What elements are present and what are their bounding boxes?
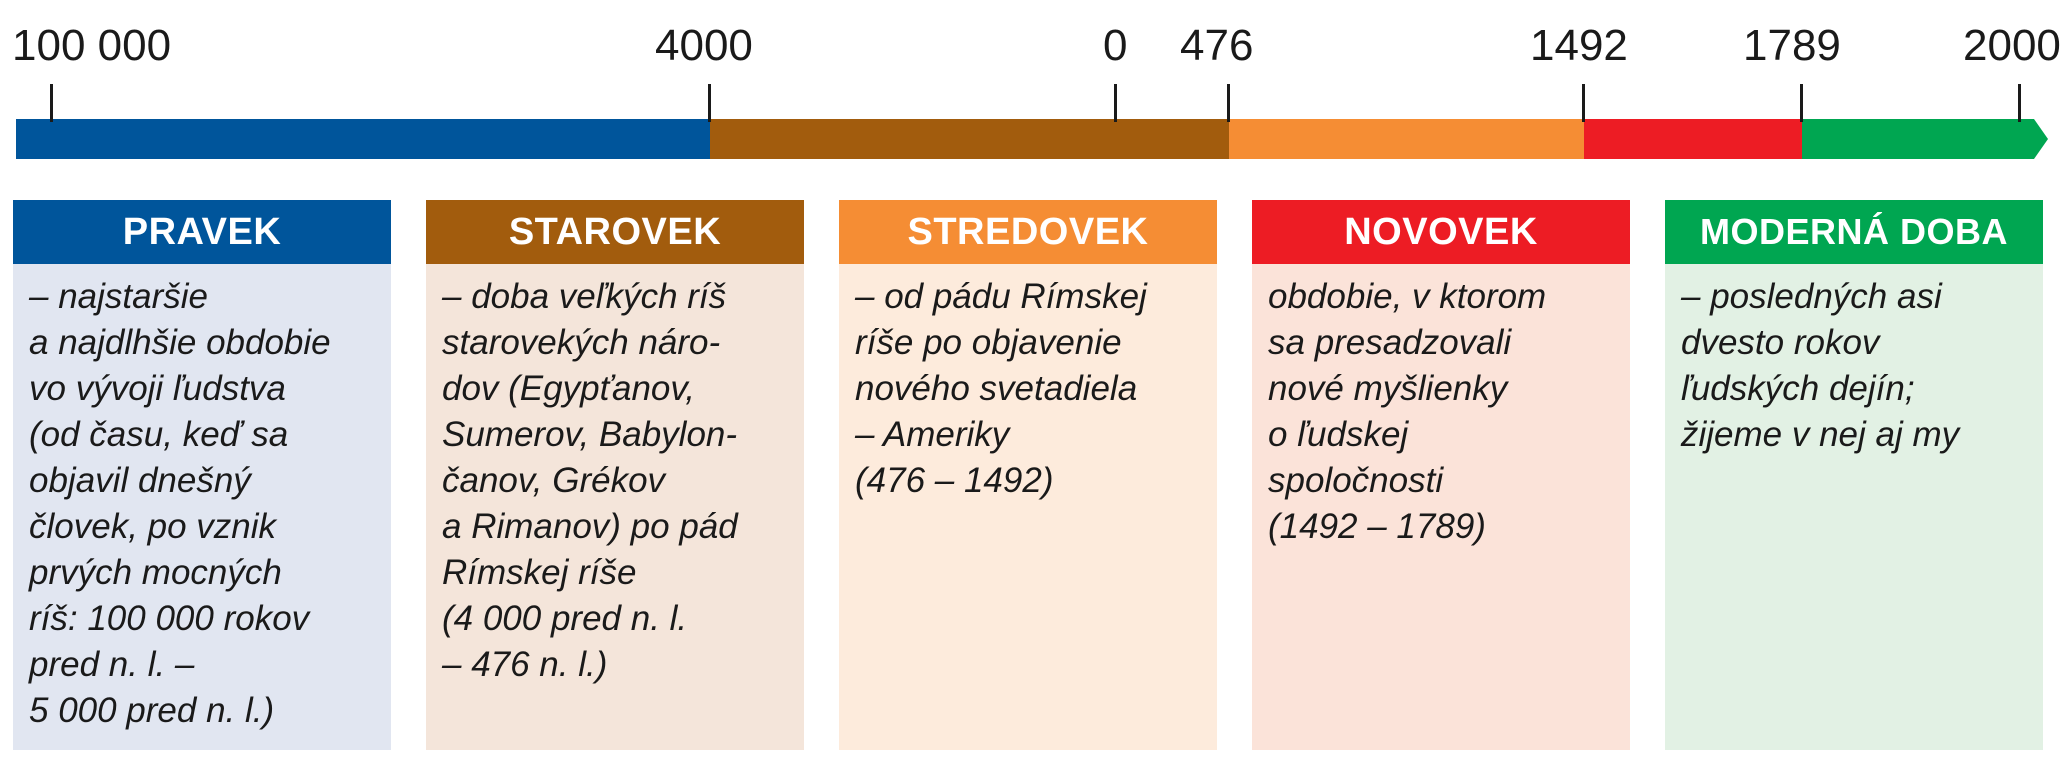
period-box-novovek: NOVOVEK obdobie, v ktorom sa presadzovali… bbox=[1252, 200, 1630, 750]
description-line: nové myšlienky bbox=[1268, 369, 1508, 408]
tick-label-4000: 4000 bbox=[655, 21, 753, 70]
description-line: obdobie, v ktorom bbox=[1268, 277, 1547, 316]
description-line: spoločnosti bbox=[1268, 461, 1444, 500]
description-line: prvých mocných bbox=[29, 553, 282, 592]
description-line: žijeme v nej aj my bbox=[1681, 415, 1960, 454]
description-line: dov (Egypťanov, bbox=[442, 369, 695, 408]
period-box-moderna-doba: MODERNÁ DOBA – posledných asi dvesto roko… bbox=[1665, 200, 2043, 750]
description-line: Sumerov, Babylon- bbox=[442, 415, 738, 454]
tick-label-2000: 2000 bbox=[1963, 21, 2061, 70]
period-title: STAROVEK bbox=[426, 200, 804, 264]
description-line: – 476 n. l.) bbox=[442, 645, 608, 684]
tick-mark-100000 bbox=[50, 84, 53, 122]
timeline-segment-novovek bbox=[1584, 119, 1802, 159]
description-line: (476 – 1492) bbox=[855, 461, 1054, 500]
tick-label-1492: 1492 bbox=[1530, 21, 1628, 70]
description-line: – doba veľkých ríš bbox=[442, 277, 727, 316]
period-box-starovek: STAROVEK – doba veľkých ríš starovekých n… bbox=[426, 200, 804, 750]
tick-mark-1492 bbox=[1582, 84, 1585, 122]
description-line: čanov, Grékov bbox=[442, 461, 666, 500]
description-line: pred n. l. – bbox=[29, 645, 195, 684]
description-line: o ľudskej bbox=[1268, 415, 1409, 454]
description-line: človek, po vznik bbox=[29, 507, 277, 546]
tick-mark-476 bbox=[1227, 84, 1230, 122]
timeline-arrowhead bbox=[2034, 119, 2048, 159]
description-line: objavil dnešný bbox=[29, 461, 251, 500]
tick-mark-0 bbox=[1114, 84, 1117, 122]
tick-mark-4000 bbox=[708, 84, 711, 122]
period-description: – najstaršie a najdlhšie obdobie vo vývoji… bbox=[13, 264, 391, 750]
tick-label-100000: 100 000 bbox=[12, 21, 172, 70]
tick-label-476: 476 bbox=[1180, 21, 1254, 70]
description-line: 5 000 pred n. l.) bbox=[29, 691, 275, 730]
tick-label-0: 0 bbox=[1103, 21, 1128, 70]
period-title: PRAVEK bbox=[13, 200, 391, 264]
period-box-pravek: PRAVEK – najstaršie a najdlhšie obdobie vo… bbox=[13, 200, 391, 750]
period-description: obdobie, v ktorom sa presadzovali nové myš… bbox=[1252, 264, 1630, 750]
period-title: MODERNÁ DOBA bbox=[1665, 200, 2043, 264]
period-description: – posledných asi dvesto rokov ľudských dej… bbox=[1665, 264, 2043, 750]
timeline-segment-starovek bbox=[710, 119, 1229, 159]
description-line: – najstaršie bbox=[29, 277, 208, 316]
description-line: – od pádu Rímskej bbox=[855, 277, 1147, 316]
description-line: – Ameriky bbox=[855, 415, 1010, 454]
period-description: – od pádu Rímskej ríše po objavenie nového… bbox=[839, 264, 1217, 750]
description-line: a najdlhšie obdobie bbox=[29, 323, 331, 362]
description-line: ríš: 100 000 rokov bbox=[29, 599, 310, 638]
tick-mark-1789 bbox=[1800, 84, 1803, 122]
description-line: sa presadzovali bbox=[1268, 323, 1512, 362]
description-line: (1492 – 1789) bbox=[1268, 507, 1486, 546]
timeline-segment-stredovek bbox=[1229, 119, 1584, 159]
description-line: a Rimanov) po pád bbox=[442, 507, 738, 546]
timeline-segment-moderna-doba bbox=[1802, 119, 2034, 159]
tick-mark-2000 bbox=[2018, 84, 2021, 122]
period-box-stredovek: STREDOVEK – od pádu Rímskej ríše po objav… bbox=[839, 200, 1217, 750]
tick-label-1789: 1789 bbox=[1743, 21, 1841, 70]
period-title: STREDOVEK bbox=[839, 200, 1217, 264]
description-line: ríše po objavenie bbox=[855, 323, 1122, 362]
timeline-segment-pravek bbox=[16, 119, 710, 159]
description-line: – posledných asi bbox=[1681, 277, 1942, 316]
description-line: (od času, keď sa bbox=[29, 415, 289, 454]
description-line: (4 000 pred n. l. bbox=[442, 599, 688, 638]
description-line: nového svetadiela bbox=[855, 369, 1138, 408]
period-title: NOVOVEK bbox=[1252, 200, 1630, 264]
period-description: – doba veľkých ríš starovekých náro-dov (… bbox=[426, 264, 804, 750]
description-line: ľudských dejín; bbox=[1681, 369, 1915, 408]
description-line: Rímskej ríše bbox=[442, 553, 637, 592]
description-line: starovekých náro- bbox=[442, 323, 721, 362]
description-line: dvesto rokov bbox=[1681, 323, 1880, 362]
description-line: vo vývoji ľudstva bbox=[29, 369, 286, 408]
